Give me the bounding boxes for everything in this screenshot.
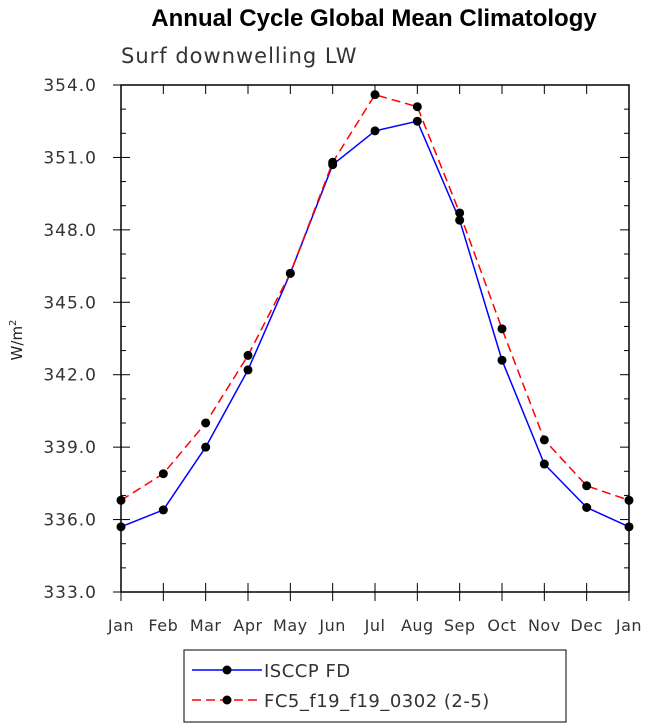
series-1-point	[497, 324, 507, 334]
y-axis-label-superscript: 2	[8, 320, 19, 326]
series-line-1	[120, 93, 630, 502]
y-tick-labels: 333.0 336.0 339.0 342.0 345.0 348.0 351.0 354.0	[43, 76, 97, 603]
series-0-point	[497, 355, 507, 365]
series-0-point	[370, 126, 380, 136]
y-axis-label-text: W/m	[8, 326, 26, 361]
legend-label-isccp: ISCCP FD	[264, 661, 351, 682]
series-0-point	[201, 442, 211, 452]
series-0-point	[582, 503, 592, 512]
x-tick-label: Mar	[190, 616, 222, 635]
x-tick-label: May	[273, 616, 308, 635]
legend-box	[183, 649, 567, 723]
series-1-point	[201, 418, 211, 428]
y-tick-label: 336.0	[43, 511, 97, 531]
series-0-point	[412, 116, 422, 126]
series-1-point	[370, 90, 380, 100]
legend-marker-fc5	[222, 695, 232, 705]
y-axis-label: W/m2	[8, 320, 26, 361]
chart-subtitle: Surf downwelling LW	[121, 44, 357, 68]
legend-marker-isccp	[222, 665, 232, 675]
x-tick-label: Dec	[570, 616, 602, 635]
y-tick-label: 333.0	[43, 583, 97, 603]
series-1-point	[412, 102, 422, 112]
x-tick-label: Jun	[318, 616, 346, 635]
plot-frame	[120, 84, 630, 593]
y-tick-label: 342.0	[43, 366, 97, 386]
x-tick-label: Jan	[615, 616, 642, 635]
y-tick-label: 354.0	[43, 76, 97, 96]
y-tick-label: 351.0	[43, 148, 97, 168]
series-0-point	[158, 505, 168, 515]
x-tick-label: Sep	[444, 616, 476, 635]
series-0-point	[243, 365, 253, 375]
x-tick-label: Apr	[233, 616, 262, 635]
legend: ISCCP FD FC5_f19_f19_0302 (2-5)	[183, 649, 567, 723]
series-1-point	[539, 435, 549, 445]
series-line-0	[120, 120, 630, 528]
x-tick-labels: Jan Feb Mar Apr May Jun Jul Aug Sep Oct Nov Dec Jan	[107, 616, 642, 635]
series-1-point	[285, 268, 295, 278]
series-1-point	[455, 208, 465, 218]
chart-title: Annual Cycle Global Mean Climatology	[151, 5, 597, 32]
y-tick-label: 339.0	[43, 438, 97, 458]
series-1-point	[328, 157, 338, 167]
series-0-point	[539, 459, 549, 469]
x-tick-label: Jul	[364, 616, 386, 635]
x-tick-label: Feb	[148, 616, 178, 635]
legend-label-fc5: FC5_f19_f19_0302 (2-5)	[264, 691, 490, 712]
series-layer	[116, 90, 634, 532]
series-1-point	[582, 481, 592, 491]
x-tick-label: Oct	[487, 616, 516, 635]
series-1-point	[243, 350, 253, 360]
y-tick-label: 345.0	[43, 293, 97, 313]
axis-ticks	[113, 84, 630, 601]
series-0-point	[455, 215, 465, 225]
y-tick-label: 348.0	[43, 221, 97, 241]
x-tick-label: Aug	[401, 616, 434, 635]
x-tick-label: Jan	[107, 616, 134, 635]
series-1-point	[158, 469, 168, 479]
x-tick-label: Nov	[528, 616, 561, 635]
